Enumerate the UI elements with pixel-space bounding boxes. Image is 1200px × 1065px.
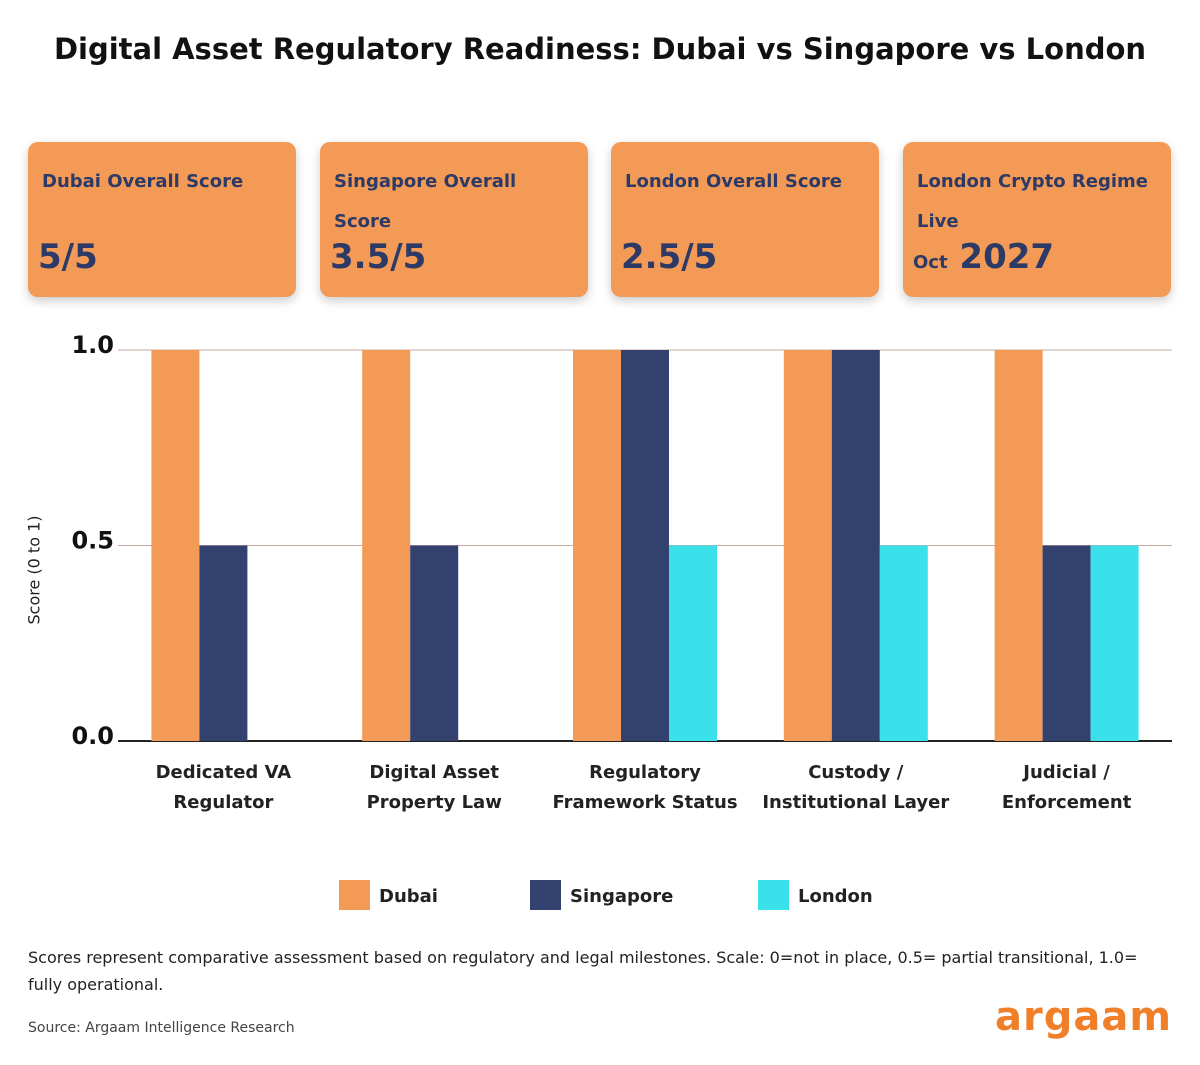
legend-swatch [530,880,561,910]
source: Source: Argaam Intelligence Research [28,1020,295,1036]
bar [783,350,832,741]
card-year: 2027 [959,237,1055,277]
bar [151,350,200,741]
bar [573,350,621,741]
bar [831,350,880,741]
legend-swatch [758,880,789,910]
bar [621,350,669,741]
card-value: 2.5/5 [621,237,718,277]
card-label: Dubai Overall Score [42,171,244,192]
card-label: Singapore Overall Score [334,171,517,232]
card-label: London Crypto Regime Live [917,171,1149,232]
kpi-card: London Overall Score 2.5/5 [611,142,879,297]
bar [1042,545,1091,741]
bar [1090,545,1139,741]
y-axis-label: Score (0 to 1) [25,516,44,625]
y-tick-label: 0.5 [71,527,114,555]
kpi-card: London Crypto Regime Live Oct 2027 [903,142,1171,297]
x-tick-label: Regulatory Framework Status [552,762,738,813]
legend-swatch [339,880,370,910]
bar [994,350,1043,741]
bar [410,545,459,741]
card-value: Oct 2027 [913,237,1054,277]
kpi-card: Dubai Overall Score 5/5 [28,142,296,297]
card-value: 5/5 [38,237,98,277]
chart-title: Digital Asset Regulatory Readiness: Duba… [53,32,1147,66]
kpi-card: Singapore Overall Score 3.5/5 [320,142,588,297]
logo: argaam [994,994,1172,1040]
y-tick-label: 1.0 [71,331,114,359]
x-tick-label: Digital Asset Property Law [366,762,502,813]
legend-label: Dubai [379,886,438,907]
x-tick-label: Judicial / Enforcement [1001,762,1132,813]
footnote: Scores represent comparative assessment … [28,948,1138,994]
x-tick-label: Custody / Institutional Layer [762,762,950,813]
y-tick-label: 0.0 [71,722,114,750]
card-label: London Overall Score [625,171,842,192]
bar [362,350,411,741]
bar [669,545,717,741]
bar [879,545,928,741]
x-tick-label: Dedicated VA Regulator [155,762,292,813]
legend-label: Singapore [570,886,673,907]
card-value: 3.5/5 [330,237,427,277]
bar [199,545,248,741]
card-month: Oct [913,252,948,273]
legend-label: London [798,886,873,907]
